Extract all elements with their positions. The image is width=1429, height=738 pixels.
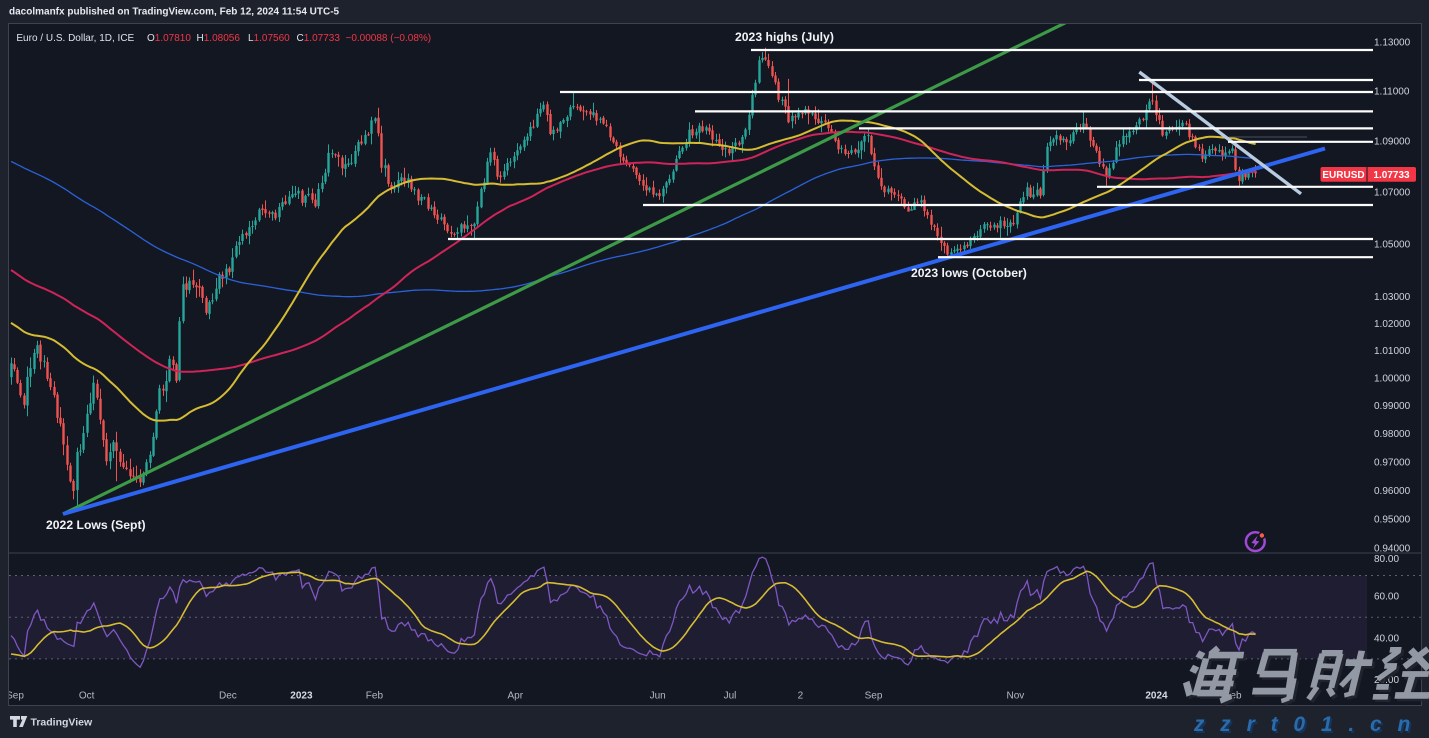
svg-text:Nov: Nov [1007, 691, 1025, 702]
svg-text:Dec: Dec [219, 691, 237, 702]
svg-text:1.05000: 1.05000 [1374, 239, 1411, 250]
svg-text:2022 Lows (Sept): 2022 Lows (Sept) [46, 518, 146, 532]
svg-text:2023 highs (July): 2023 highs (July) [735, 30, 834, 44]
svg-text:2023: 2023 [290, 691, 313, 702]
svg-text:Sep: Sep [865, 691, 883, 702]
svg-text:TradingView: TradingView [31, 717, 93, 729]
svg-text:0.96000: 0.96000 [1374, 486, 1411, 497]
svg-text:2023 lows (October): 2023 lows (October) [911, 266, 1027, 280]
svg-text:0.95000: 0.95000 [1374, 515, 1411, 526]
svg-text:Apr: Apr [508, 691, 524, 702]
svg-text:20.00: 20.00 [1374, 675, 1399, 686]
svg-text:2024: 2024 [1145, 691, 1168, 702]
svg-text:0.99000: 0.99000 [1374, 401, 1411, 412]
svg-text:Feb: Feb [366, 691, 384, 702]
svg-text:1.07000: 1.07000 [1374, 187, 1411, 198]
svg-text:zzrt01.cn: zzrt01.cn [1193, 713, 1426, 736]
svg-text:2: 2 [798, 691, 804, 702]
svg-text:Feb: Feb [1224, 691, 1242, 702]
svg-text:0.97000: 0.97000 [1374, 457, 1411, 468]
svg-text:40.00: 40.00 [1374, 633, 1399, 644]
svg-text:80.00: 80.00 [1374, 554, 1399, 565]
svg-text:Oct: Oct [79, 691, 95, 702]
svg-text:0.94000: 0.94000 [1374, 544, 1411, 555]
svg-text:1.00000: 1.00000 [1374, 374, 1411, 385]
svg-text:EURUSD: EURUSD [1322, 170, 1364, 181]
svg-text:Jun: Jun [650, 691, 666, 702]
svg-text:1.11000: 1.11000 [1374, 86, 1410, 97]
svg-text:dacolmanfx published on Tradin: dacolmanfx published on TradingView.com,… [9, 7, 340, 18]
svg-text:60.00: 60.00 [1374, 592, 1399, 603]
svg-text:1.02000: 1.02000 [1374, 319, 1411, 330]
svg-text:zzrt01.cn: zzrt01.cn [1195, 715, 1428, 738]
svg-text:Jul: Jul [724, 691, 737, 702]
svg-text:1.07733: 1.07733 [1373, 170, 1410, 181]
svg-text:Sep: Sep [6, 691, 24, 702]
svg-text:0.98000: 0.98000 [1374, 429, 1411, 440]
svg-text:1.01000: 1.01000 [1374, 346, 1411, 357]
svg-text:1.09000: 1.09000 [1374, 136, 1411, 147]
svg-text:1.03000: 1.03000 [1374, 292, 1411, 303]
svg-text:1.13000: 1.13000 [1374, 37, 1411, 48]
